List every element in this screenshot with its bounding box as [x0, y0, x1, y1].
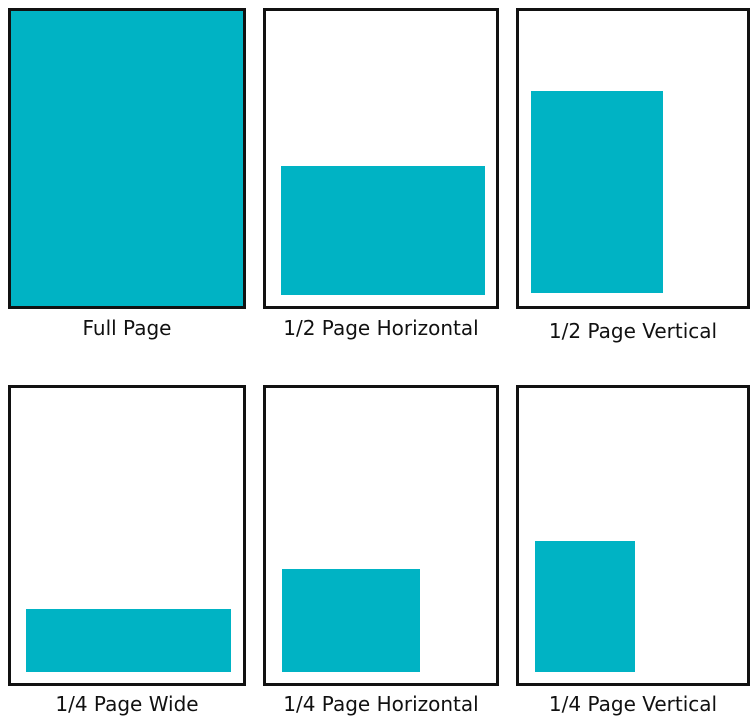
label-half-horizontal: 1/2 Page Horizontal [283, 316, 479, 340]
label-quarter-wide: 1/4 Page Wide [55, 692, 199, 716]
label-quarter-horizontal: 1/4 Page Horizontal [283, 692, 479, 716]
label-quarter-vertical: 1/4 Page Vertical [548, 692, 718, 716]
page-quarter-horizontal [263, 385, 499, 686]
label-full-page: Full Page [82, 316, 172, 340]
ad-area-quarter-horizontal [282, 569, 420, 672]
page-quarter-vertical [516, 385, 750, 686]
ad-area-half-vertical [531, 91, 663, 293]
ad-area-half-horizontal [281, 166, 485, 295]
page-quarter-wide [8, 385, 246, 686]
label-half-vertical: 1/2 Page Vertical [548, 319, 718, 343]
ad-area-quarter-vertical [535, 541, 635, 672]
ad-area-full-page [11, 11, 243, 306]
page-half-vertical [516, 8, 750, 309]
ad-area-quarter-wide [26, 609, 231, 672]
page-full [8, 8, 246, 309]
page-half-horizontal [263, 8, 499, 309]
